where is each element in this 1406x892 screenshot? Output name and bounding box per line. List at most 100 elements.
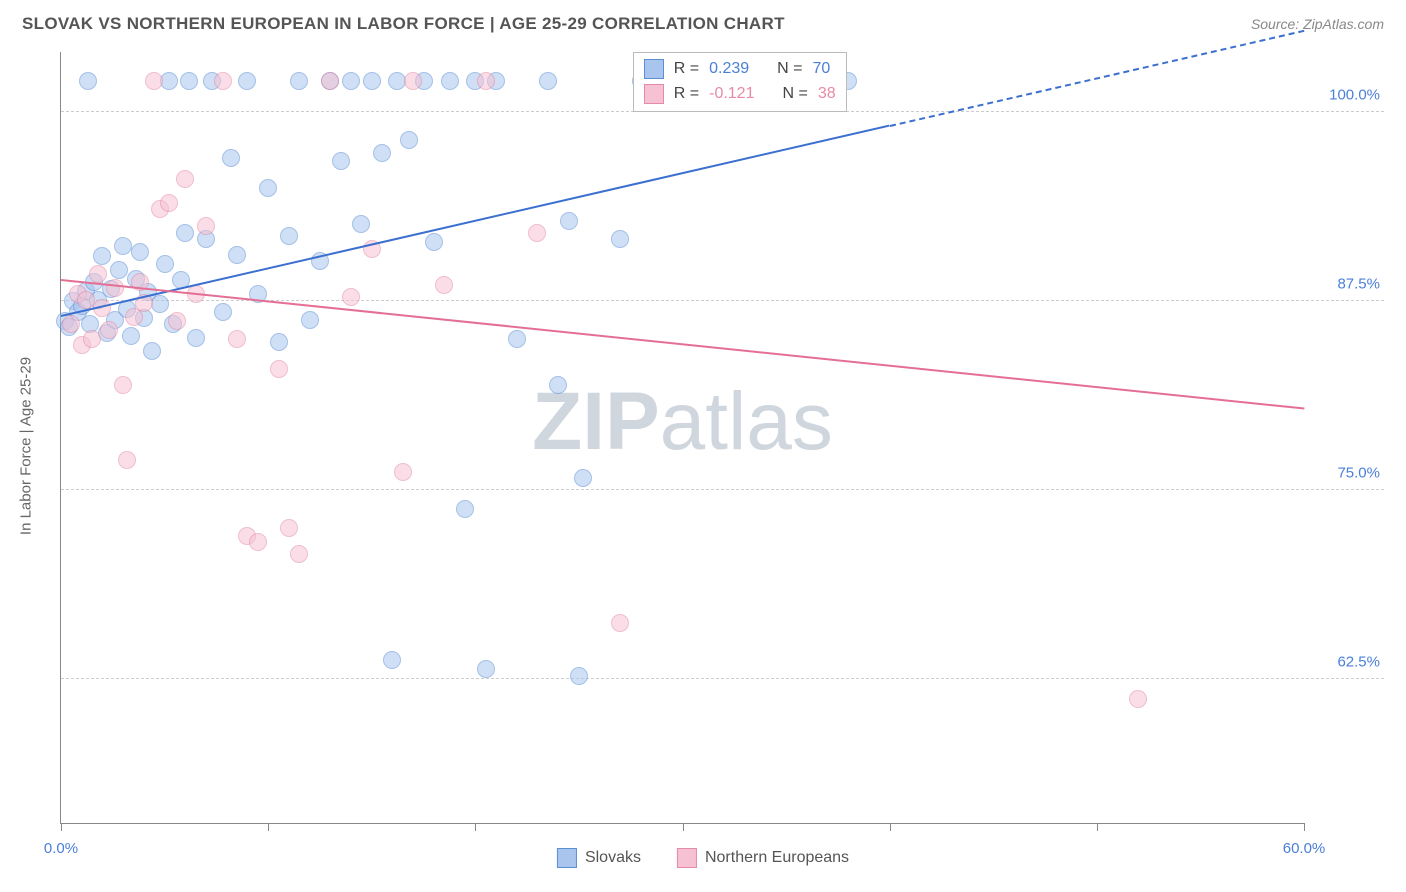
x-tick xyxy=(475,823,476,831)
x-tick xyxy=(1304,823,1305,831)
scatter-point xyxy=(404,72,422,90)
x-tick xyxy=(61,823,62,831)
legend-label: Northern Europeans xyxy=(705,849,849,867)
scatter-point xyxy=(539,72,557,90)
scatter-point xyxy=(441,72,459,90)
scatter-point xyxy=(156,255,174,273)
scatter-point xyxy=(1129,690,1147,708)
plot-area: ZIPatlas 62.5%75.0%87.5%100.0%0.0%60.0%R… xyxy=(60,52,1384,824)
scatter-point xyxy=(238,72,256,90)
scatter-point xyxy=(301,311,319,329)
scatter-point xyxy=(143,342,161,360)
scatter-point xyxy=(560,212,578,230)
stat-r-value: 0.239 xyxy=(709,57,749,82)
scatter-point xyxy=(77,291,95,309)
y-tick-label: 75.0% xyxy=(1337,465,1380,482)
legend-label: Slovaks xyxy=(585,849,641,867)
scatter-point xyxy=(93,247,111,265)
scatter-point xyxy=(363,72,381,90)
scatter-point xyxy=(222,149,240,167)
source-label: Source: ZipAtlas.com xyxy=(1251,16,1384,32)
y-axis-label: In Labor Force | Age 25-29 xyxy=(18,357,35,535)
scatter-point xyxy=(89,265,107,283)
scatter-point xyxy=(321,72,339,90)
scatter-point xyxy=(400,131,418,149)
scatter-point xyxy=(352,215,370,233)
stats-row: R = -0.121 N = 38 xyxy=(644,82,836,107)
scatter-point xyxy=(180,72,198,90)
scatter-point xyxy=(280,227,298,245)
y-tick-label: 87.5% xyxy=(1337,276,1380,293)
chart-title: SLOVAK VS NORTHERN EUROPEAN IN LABOR FOR… xyxy=(22,14,785,34)
scatter-point xyxy=(228,246,246,264)
watermark: ZIPatlas xyxy=(532,375,833,469)
scatter-point xyxy=(176,224,194,242)
scatter-point xyxy=(118,451,136,469)
stats-box: R = 0.239 N =70R = -0.121 N = 38 xyxy=(633,52,847,112)
scatter-point xyxy=(122,327,140,345)
plot-inner: ZIPatlas 62.5%75.0%87.5%100.0%0.0%60.0%R… xyxy=(60,52,1304,824)
scatter-point xyxy=(383,651,401,669)
scatter-point xyxy=(290,72,308,90)
scatter-point xyxy=(280,519,298,537)
legend-swatch xyxy=(557,848,577,868)
legend-swatch xyxy=(644,59,664,79)
scatter-point xyxy=(477,660,495,678)
y-tick-label: 100.0% xyxy=(1329,87,1380,104)
scatter-point xyxy=(611,614,629,632)
scatter-point xyxy=(373,144,391,162)
scatter-point xyxy=(394,463,412,481)
watermark-rest: atlas xyxy=(660,376,833,467)
scatter-point xyxy=(611,230,629,248)
stat-r-label: R = xyxy=(674,82,699,107)
scatter-point xyxy=(270,360,288,378)
scatter-point xyxy=(528,224,546,242)
stat-r-label: R = xyxy=(674,57,699,82)
scatter-point xyxy=(249,533,267,551)
x-tick xyxy=(890,823,891,831)
scatter-point xyxy=(332,152,350,170)
header-bar: SLOVAK VS NORTHERN EUROPEAN IN LABOR FOR… xyxy=(0,0,1406,44)
scatter-point xyxy=(145,72,163,90)
scatter-point xyxy=(456,500,474,518)
scatter-point xyxy=(100,321,118,339)
scatter-point xyxy=(187,329,205,347)
scatter-point xyxy=(342,72,360,90)
scatter-point xyxy=(62,315,80,333)
scatter-point xyxy=(110,261,128,279)
scatter-point xyxy=(290,545,308,563)
scatter-point xyxy=(176,170,194,188)
scatter-point xyxy=(259,179,277,197)
scatter-point xyxy=(574,469,592,487)
scatter-point xyxy=(168,312,186,330)
y-tick-label: 62.5% xyxy=(1337,654,1380,671)
stat-r-value: -0.121 xyxy=(709,82,754,107)
scatter-point xyxy=(214,303,232,321)
trend-line xyxy=(61,125,890,317)
stat-n-label: N = xyxy=(782,82,807,107)
scatter-point xyxy=(549,376,567,394)
x-tick-label: 0.0% xyxy=(44,840,78,857)
gridline xyxy=(61,489,1384,490)
scatter-point xyxy=(160,194,178,212)
scatter-point xyxy=(151,295,169,313)
trend-line xyxy=(61,279,1304,409)
scatter-point xyxy=(435,276,453,294)
scatter-point xyxy=(197,217,215,235)
scatter-point xyxy=(114,376,132,394)
legend-item: Slovaks xyxy=(557,848,641,868)
scatter-point xyxy=(228,330,246,348)
scatter-point xyxy=(570,667,588,685)
legend-swatch xyxy=(644,84,664,104)
scatter-point xyxy=(477,72,495,90)
scatter-point xyxy=(270,333,288,351)
scatter-point xyxy=(508,330,526,348)
stat-n-value: 38 xyxy=(818,82,836,107)
scatter-point xyxy=(131,243,149,261)
stats-row: R =0.239N =70 xyxy=(644,57,836,82)
scatter-point xyxy=(214,72,232,90)
stat-n-value: 70 xyxy=(813,57,831,82)
scatter-point xyxy=(342,288,360,306)
scatter-point xyxy=(83,330,101,348)
x-tick xyxy=(683,823,684,831)
